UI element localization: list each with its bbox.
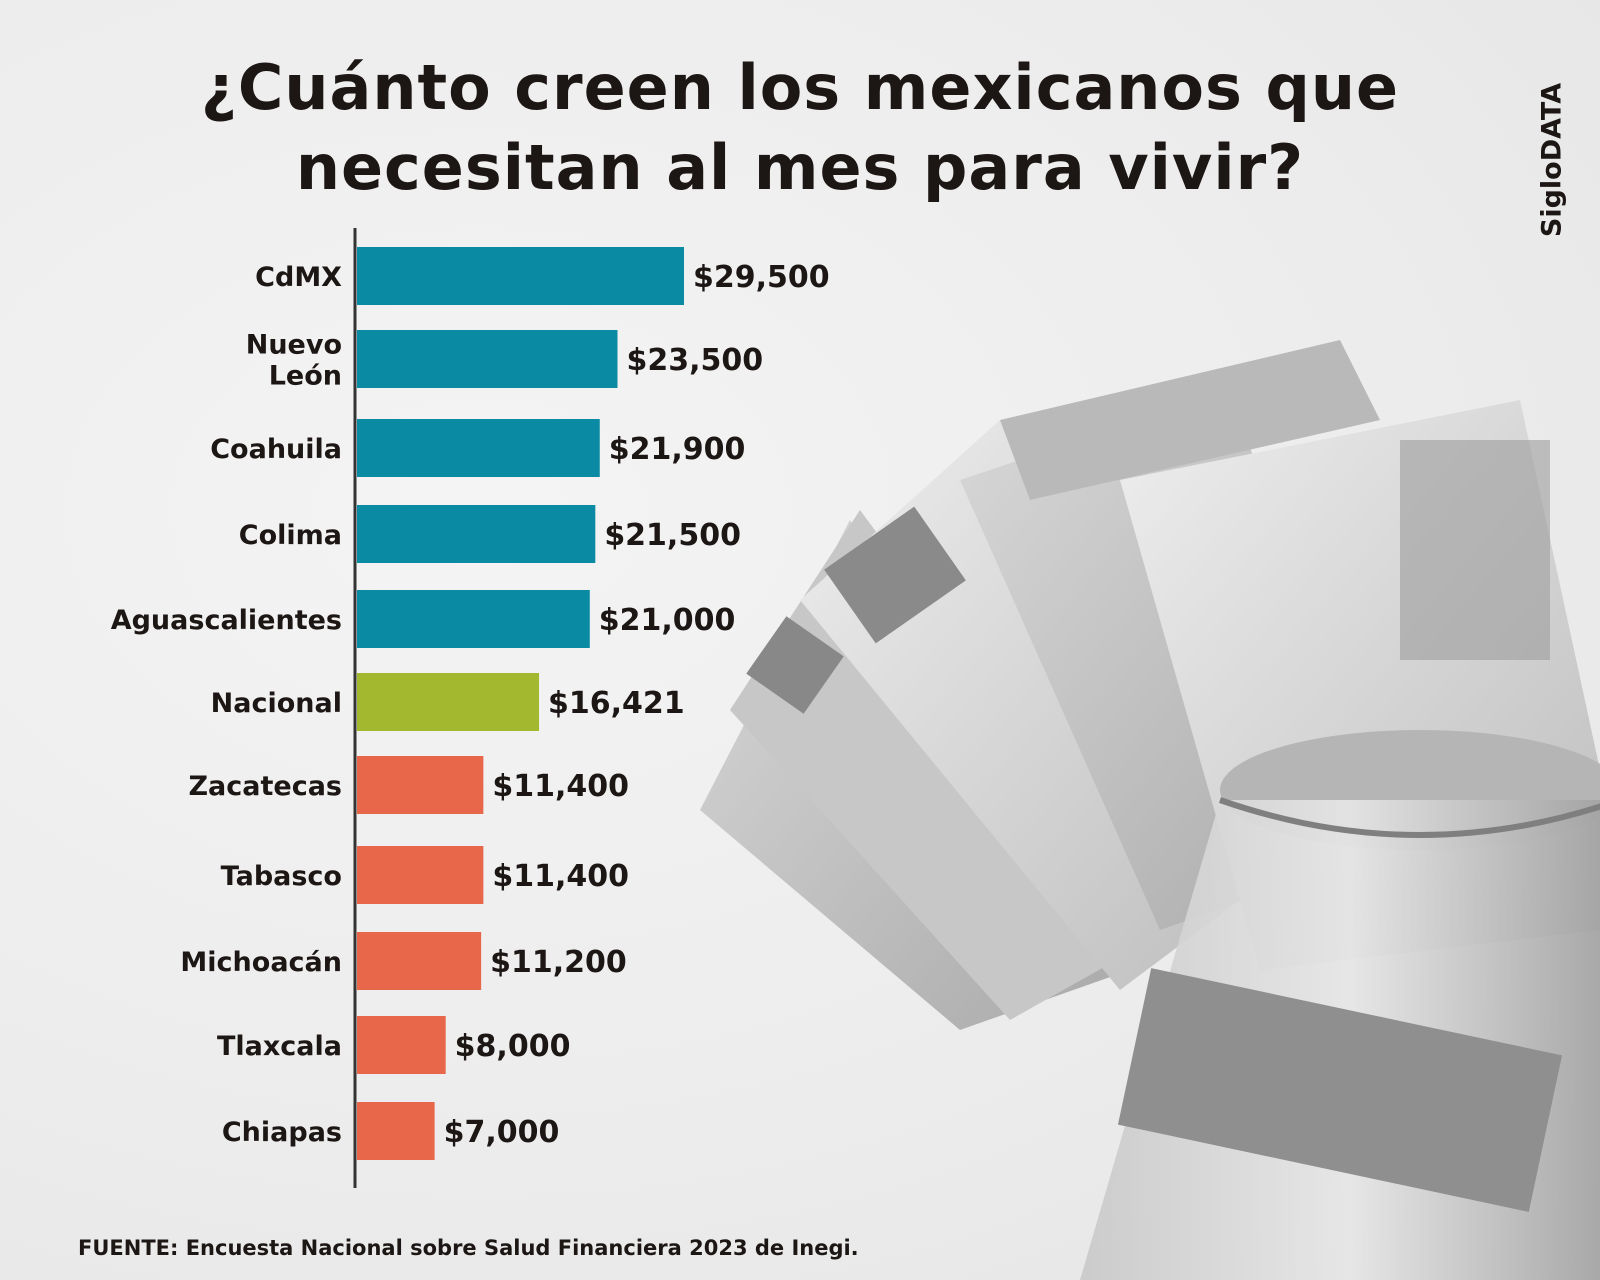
bar (357, 330, 618, 388)
banknotes-and-jar-photo (700, 340, 1600, 1280)
category-label: Aguascalientes (111, 605, 342, 636)
category-label: Coahuila (210, 434, 342, 465)
bar-value-label: $11,400 (492, 769, 629, 804)
bar-value-label: $29,500 (693, 260, 830, 295)
chart-title: ¿Cuánto creen los mexicanos que necesita… (0, 48, 1600, 208)
bar-value-label: $11,400 (492, 859, 629, 894)
bar-value-label: $23,500 (626, 343, 763, 378)
bar-value-label: $11,200 (490, 945, 627, 980)
category-label: Zacatecas (188, 771, 342, 802)
category-label: Nacional (211, 688, 342, 719)
bar-value-label: $16,421 (548, 686, 685, 721)
bar (357, 505, 596, 563)
category-label: Tabasco (221, 861, 342, 892)
title-line-1: ¿Cuánto creen los mexicanos que (200, 51, 1400, 124)
bar (357, 247, 684, 305)
category-label: Michoacán (180, 947, 342, 978)
bar-value-label: $21,500 (604, 518, 741, 553)
category-label: Chiapas (222, 1117, 342, 1148)
bar (357, 756, 484, 814)
bar (357, 419, 600, 477)
bar (357, 1016, 446, 1074)
source-note: FUENTE: Encuesta Nacional sobre Salud Fi… (78, 1236, 859, 1260)
bar (357, 673, 540, 731)
category-label: CdMX (255, 262, 342, 293)
glass-jar (1080, 730, 1600, 1280)
bar-value-label: $8,000 (455, 1029, 571, 1064)
category-label: Nuevo (246, 330, 342, 361)
bar (357, 932, 482, 990)
bar (357, 590, 590, 648)
bar-value-label: $21,000 (599, 603, 736, 638)
title-line-2: necesitan al mes para vivir? (295, 131, 1305, 204)
bar (357, 1102, 435, 1160)
bar (357, 846, 484, 904)
category-label: León (269, 361, 342, 392)
category-label: Colima (239, 520, 342, 551)
bar-value-label: $7,000 (444, 1115, 560, 1150)
category-label: Tlaxcala (217, 1031, 342, 1062)
bar-value-label: $21,900 (609, 432, 746, 467)
